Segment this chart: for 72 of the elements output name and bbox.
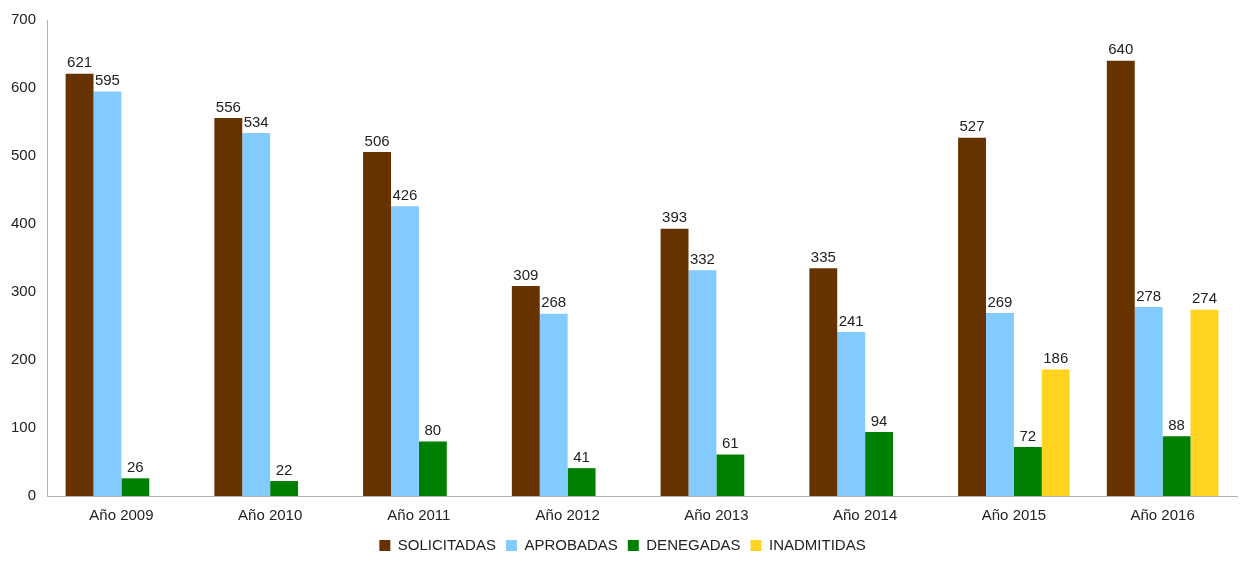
data-label: 94 [870,411,888,429]
bar [1134,306,1163,496]
x-tick-label: Año 2016 [1130,506,1195,524]
data-label: 268 [541,293,567,311]
legend-label: SOLICITADAS [397,535,496,553]
data-label: 309 [513,265,539,283]
data-label: 72 [1019,426,1037,444]
bar [837,332,866,496]
bar [1041,369,1070,496]
bar [716,454,745,496]
bar [688,270,717,496]
y-tick-label: 300 [11,282,37,300]
bar [567,468,596,496]
bar [214,117,243,496]
data-label: 26 [127,457,144,475]
data-label: 595 [94,71,120,89]
y-tick-label: 100 [11,418,37,436]
y-tick-label: 500 [11,146,37,164]
data-label: 186 [1043,349,1069,367]
data-label: 88 [1168,415,1185,433]
x-tick-label: Año 2009 [89,506,154,524]
bar [1013,447,1042,496]
bar [391,206,419,496]
y-tick-label: 0 [27,486,37,504]
data-label: 61 [721,434,739,452]
bar [660,228,689,496]
data-label: 335 [810,247,836,265]
y-tick-label: 400 [11,214,37,232]
x-tick-label: Año 2014 [833,506,898,524]
bar [65,73,94,496]
y-tick-label: 200 [11,350,37,368]
data-label: 640 [1108,40,1134,58]
data-label: 274 [1191,289,1217,307]
bar [985,313,1014,496]
legend-label: APROBADAS [524,535,618,553]
data-label: 269 [987,292,1013,310]
bar [865,432,894,496]
bar [511,285,540,496]
data-label: 506 [364,131,390,149]
bar [242,132,271,496]
data-label: 621 [67,53,93,71]
data-label: 426 [392,185,418,203]
data-label: 534 [243,112,269,130]
x-tick-label: Año 2012 [535,506,600,524]
bar [958,137,986,496]
bar [1162,436,1191,496]
data-label: 393 [662,208,688,226]
y-tick-label: 700 [11,10,37,28]
bar [418,441,447,496]
data-label: 332 [689,249,715,267]
bar [809,268,838,496]
legend-label: DENEGADAS [646,535,741,553]
data-label: 527 [959,117,985,135]
legend-label: INADMITIDAS [768,535,866,553]
x-tick-label: Año 2010 [238,506,303,524]
data-label: 80 [424,421,442,439]
bar [1106,60,1135,496]
data-label: 22 [275,460,293,478]
bar [1190,309,1219,496]
x-tick-label: Año 2013 [684,506,749,524]
bar [270,481,299,496]
data-label: 556 [215,97,241,115]
data-label: 41 [573,447,590,465]
data-label: 278 [1136,286,1162,304]
bar [121,478,150,496]
data-label: 241 [838,311,864,329]
bar [539,313,568,496]
y-tick-label: 600 [11,78,37,96]
bar [363,151,391,496]
x-tick-label: Año 2015 [981,506,1046,524]
bar [93,91,122,496]
x-tick-label: Año 2011 [387,506,451,524]
